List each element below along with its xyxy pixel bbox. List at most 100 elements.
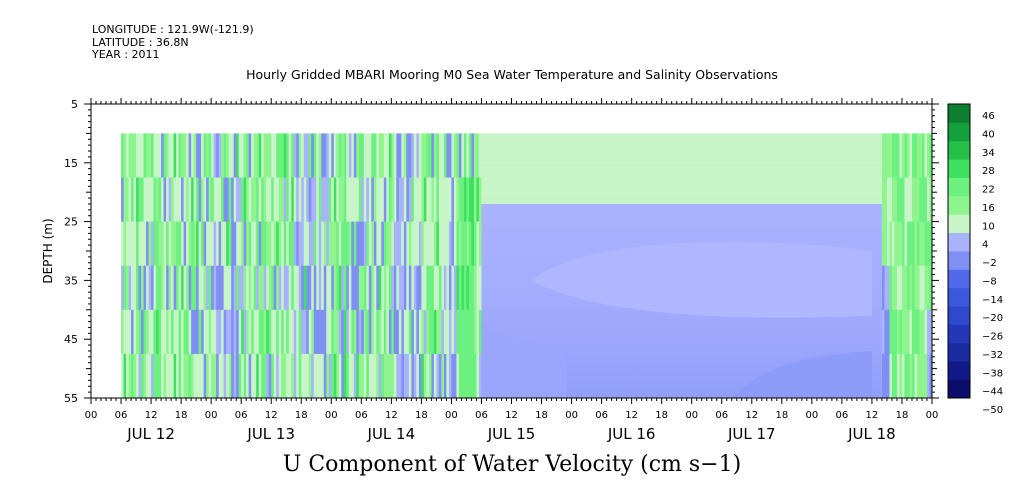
data-cell xyxy=(408,221,412,267)
data-cell xyxy=(186,265,190,311)
data-cell xyxy=(336,177,340,223)
data-cell xyxy=(133,309,137,355)
data-cell xyxy=(193,309,197,355)
data-cell xyxy=(268,353,272,398)
data-cell xyxy=(356,353,360,398)
data-cell xyxy=(904,221,908,267)
data-cell xyxy=(421,177,425,223)
data-cell xyxy=(316,221,320,267)
data-cell xyxy=(268,265,272,311)
data-cell xyxy=(421,309,425,355)
data-cell xyxy=(436,177,440,223)
data-cell xyxy=(353,265,357,311)
data-cell xyxy=(313,309,317,355)
data-cell xyxy=(461,265,465,311)
data-cell xyxy=(186,309,190,355)
data-cell xyxy=(438,353,443,398)
data-cell xyxy=(431,309,435,355)
data-cell xyxy=(336,265,340,311)
data-cell xyxy=(373,133,377,179)
data-cell xyxy=(463,177,468,223)
data-cell xyxy=(478,133,483,179)
data-cell xyxy=(233,133,237,179)
data-cell xyxy=(418,353,422,398)
data-cell xyxy=(151,309,155,355)
data-cell xyxy=(408,265,412,311)
data-cell xyxy=(278,353,282,398)
data-cell xyxy=(441,133,445,179)
data-cell xyxy=(361,221,365,267)
data-cell xyxy=(456,177,460,223)
data-cell xyxy=(313,177,317,223)
data-cell xyxy=(376,177,380,223)
data-cell xyxy=(296,133,300,179)
data-cell xyxy=(921,221,926,267)
data-cell xyxy=(161,265,165,311)
data-cell xyxy=(361,265,365,311)
data-cell xyxy=(178,265,182,311)
data-cell xyxy=(924,309,928,355)
data-cell xyxy=(251,177,255,223)
data-cell xyxy=(203,309,207,355)
data-cell xyxy=(221,133,225,179)
data-cell xyxy=(211,265,215,311)
colorbar-swatch xyxy=(948,287,970,307)
data-cell xyxy=(308,353,312,398)
data-cell xyxy=(283,133,287,179)
data-cell xyxy=(411,133,415,179)
data-cell xyxy=(208,133,212,179)
data-layer xyxy=(481,162,882,181)
data-cell xyxy=(181,353,185,398)
data-cell xyxy=(904,309,908,355)
data-cell xyxy=(476,265,480,311)
data-cell xyxy=(333,177,337,223)
data-cell xyxy=(886,309,891,355)
data-cell xyxy=(358,133,362,179)
data-cell xyxy=(133,265,137,311)
data-cell xyxy=(298,133,302,179)
data-cell xyxy=(456,309,460,355)
x-tick-label: 12 xyxy=(505,410,518,421)
data-cell xyxy=(306,353,310,398)
data-cell xyxy=(198,177,202,223)
data-cell xyxy=(168,133,172,179)
data-cell xyxy=(921,265,926,311)
data-cell xyxy=(148,265,152,311)
data-cell xyxy=(323,265,327,311)
data-cell xyxy=(453,133,458,179)
data-cell xyxy=(123,177,127,223)
data-cell xyxy=(258,177,262,223)
data-cell xyxy=(286,177,290,223)
data-cell xyxy=(383,309,387,355)
data-cell xyxy=(321,221,325,267)
data-cell xyxy=(283,221,287,267)
data-cell xyxy=(253,265,257,311)
data-cell xyxy=(916,309,921,355)
data-cell xyxy=(886,353,891,398)
data-cell xyxy=(226,221,230,267)
colorbar-swatch xyxy=(948,104,970,123)
data-cell xyxy=(216,353,220,398)
colorbar-swatch xyxy=(948,361,970,381)
data-cell xyxy=(356,265,360,311)
data-cell xyxy=(461,177,465,223)
data-cell xyxy=(356,309,360,355)
data-cell xyxy=(899,221,903,267)
data-cell xyxy=(171,353,175,398)
data-cell xyxy=(238,353,242,398)
data-cell xyxy=(411,309,415,355)
data-cell xyxy=(163,221,167,267)
data-cell xyxy=(226,309,230,355)
data-cell xyxy=(178,133,182,179)
data-cell xyxy=(266,265,270,311)
data-cell xyxy=(406,265,410,311)
data-cell xyxy=(884,177,888,223)
data-cell xyxy=(366,221,370,267)
data-cell xyxy=(458,265,463,311)
data-cell xyxy=(146,177,150,223)
data-cell xyxy=(178,221,182,267)
data-cell xyxy=(311,133,315,179)
data-cell xyxy=(396,309,400,355)
data-cell xyxy=(386,133,390,179)
latitude-text: LATITUDE : 36.8N xyxy=(92,35,189,49)
